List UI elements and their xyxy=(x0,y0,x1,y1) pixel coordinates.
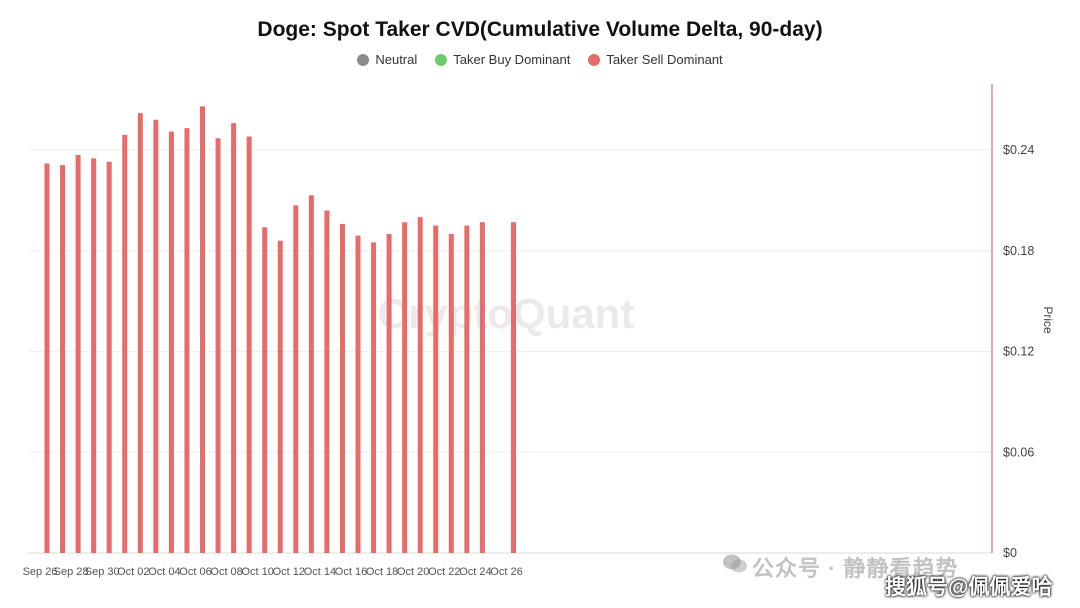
x-tick-label: Oct 14 xyxy=(304,566,336,578)
x-tick-label: Oct 26 xyxy=(490,566,522,578)
bar[interactable] xyxy=(293,205,299,553)
bar[interactable] xyxy=(153,119,159,554)
y-tick-label: $0.24 xyxy=(1003,143,1034,157)
bar[interactable] xyxy=(339,223,345,553)
wechat-watermark: 公众号 · 静静看趋势 xyxy=(752,556,959,581)
x-tick-label: Oct 06 xyxy=(179,566,211,578)
y-tick-label: $0 xyxy=(1003,546,1017,560)
x-tick-label: Oct 12 xyxy=(273,566,305,578)
bar[interactable] xyxy=(324,210,330,553)
bar[interactable] xyxy=(122,134,128,553)
legend-label-neutral: Neutral xyxy=(375,52,418,67)
legend-label-taker-buy: Taker Buy Dominant xyxy=(453,52,571,67)
bar[interactable] xyxy=(184,128,190,553)
x-tick-label: Oct 04 xyxy=(148,566,180,578)
bar[interactable] xyxy=(44,163,50,553)
chart-title: Doge: Spot Taker CVD(Cumulative Volume D… xyxy=(257,18,823,41)
y-tick-label: $0.18 xyxy=(1003,244,1034,258)
bar[interactable] xyxy=(448,233,454,554)
taker-buy-dot-icon xyxy=(435,53,448,66)
x-tick-label: Oct 10 xyxy=(241,566,273,578)
bar[interactable] xyxy=(137,113,143,553)
legend-item-taker-buy[interactable]: Taker Buy Dominant xyxy=(435,52,570,67)
legend-label-taker-sell: Taker Sell Dominant xyxy=(606,52,723,67)
y-tick-label: $0.06 xyxy=(1003,445,1034,459)
x-tick-label: Oct 18 xyxy=(366,566,398,578)
bar[interactable] xyxy=(371,242,377,553)
bars xyxy=(44,106,516,554)
bar[interactable] xyxy=(246,136,252,554)
legend: Neutral Taker Buy Dominant Taker Sell Do… xyxy=(0,52,1080,67)
cryptoquant-watermark: CryptoQuant xyxy=(378,290,635,337)
bar[interactable] xyxy=(479,222,485,553)
bar[interactable] xyxy=(215,138,221,553)
x-tick-label: Oct 08 xyxy=(210,566,242,578)
x-tick-label: Oct 02 xyxy=(117,566,149,578)
neutral-dot-icon xyxy=(357,53,370,66)
bar[interactable] xyxy=(231,123,237,553)
bar[interactable] xyxy=(262,227,268,553)
bar[interactable] xyxy=(511,222,516,553)
x-tick-label: Oct 24 xyxy=(459,566,491,578)
taker-sell-dot-icon xyxy=(588,53,601,66)
x-tick-label: Oct 22 xyxy=(428,566,460,578)
bar[interactable] xyxy=(417,217,423,553)
bar[interactable] xyxy=(277,240,283,554)
x-tick-label: Oct 20 xyxy=(397,566,429,578)
y-tick-label: $0.12 xyxy=(1003,345,1034,359)
bar[interactable] xyxy=(75,155,81,553)
bar[interactable] xyxy=(60,165,66,554)
bar[interactable] xyxy=(355,235,361,553)
bar[interactable] xyxy=(308,195,314,553)
x-tick-label: Sep 30 xyxy=(85,566,120,578)
legend-item-neutral[interactable]: Neutral xyxy=(357,52,417,67)
bar[interactable] xyxy=(402,222,408,553)
bar[interactable] xyxy=(464,225,470,553)
bar[interactable] xyxy=(200,106,205,553)
x-tick-label: Sep 28 xyxy=(54,566,89,578)
watermark-layer: CryptoQuant xyxy=(378,290,635,337)
x-tick-label: Oct 16 xyxy=(335,566,367,578)
sohu-watermark: 搜狐号@佩佩爱哈 xyxy=(885,576,1053,599)
legend-item-taker-sell[interactable]: Taker Sell Dominant xyxy=(588,52,723,67)
x-tick-label: Sep 26 xyxy=(23,566,58,578)
wechat-icon xyxy=(723,554,747,573)
bar[interactable] xyxy=(433,225,439,553)
bar[interactable] xyxy=(106,161,112,554)
bar[interactable] xyxy=(168,131,174,553)
y-axis-label: Price xyxy=(1041,306,1055,334)
bar[interactable] xyxy=(91,158,97,554)
bar[interactable] xyxy=(386,233,392,554)
